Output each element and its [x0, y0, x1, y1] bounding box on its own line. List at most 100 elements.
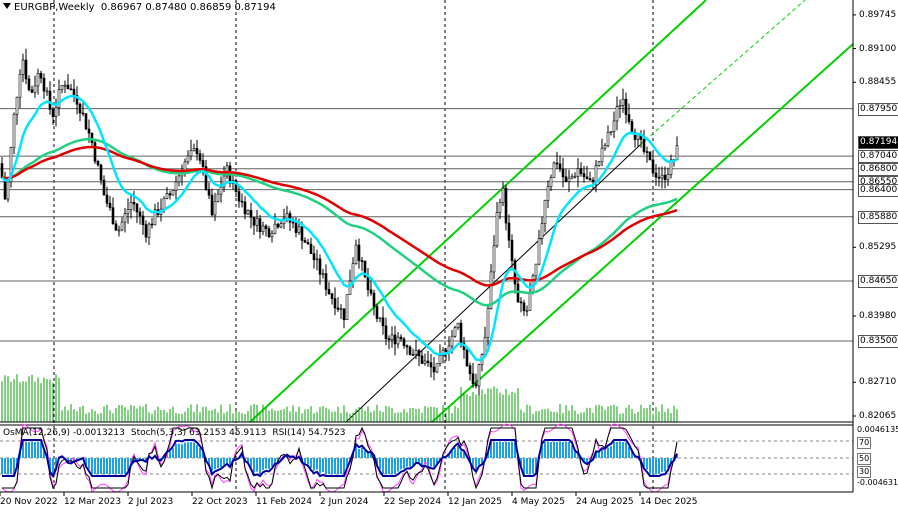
horizontal-level-lines — [0, 14, 856, 417]
candle-body — [357, 244, 361, 261]
candle-body — [93, 142, 97, 162]
candle-body — [543, 199, 547, 224]
candle-body — [654, 172, 658, 178]
candle-body — [261, 225, 265, 232]
candle-body — [657, 176, 661, 179]
candle-body — [309, 243, 313, 254]
candle-body — [426, 360, 430, 363]
candle-body — [627, 114, 631, 122]
candle-body — [189, 150, 193, 157]
scale-label: 0.82065 — [859, 410, 897, 421]
candle-body — [111, 207, 115, 225]
candle-body — [465, 349, 469, 366]
candle-body — [576, 168, 580, 177]
time-label: 2 Jul 2023 — [128, 497, 174, 507]
candle-body — [666, 174, 670, 181]
candle-body — [630, 121, 634, 133]
candle-body — [285, 213, 289, 219]
candle-body — [264, 225, 268, 229]
candle-body — [399, 336, 403, 340]
candle-body — [288, 213, 292, 223]
scale-label: 0.85295 — [859, 242, 897, 253]
candle-body — [234, 179, 238, 192]
candle-body — [243, 201, 247, 215]
candle-body — [36, 73, 40, 87]
candle-body — [477, 364, 481, 387]
candle-body — [519, 301, 523, 304]
candle-body — [552, 162, 556, 178]
time-label: 22 Oct 2023 — [192, 497, 248, 507]
candle-body — [129, 202, 133, 210]
candle-body — [372, 292, 376, 307]
time-label: 12 Mar 2023 — [64, 497, 122, 507]
candle-body — [144, 224, 148, 238]
candle-body — [450, 335, 454, 347]
level-label: 0.86800 — [858, 162, 898, 176]
candle-body — [420, 355, 424, 364]
candle-body — [510, 239, 514, 261]
candle-body — [387, 338, 391, 341]
candle-body — [558, 163, 562, 170]
candle-body — [564, 176, 568, 182]
candle-body — [504, 187, 508, 224]
candle-body — [645, 151, 649, 153]
candle-body — [525, 310, 529, 312]
candle-body — [333, 298, 337, 309]
ema-fast-line — [1, 94, 678, 362]
candle-body — [642, 139, 646, 152]
candle-body — [246, 210, 250, 215]
dropdown-triangle-icon[interactable] — [3, 3, 11, 9]
candle-body — [204, 166, 208, 190]
candle-body — [252, 217, 256, 226]
candle-body — [354, 244, 358, 264]
indicator-level-50: 50 — [857, 453, 872, 465]
candle-body — [612, 120, 616, 132]
candle-body — [561, 168, 565, 178]
candle-body — [102, 179, 106, 196]
candle-body — [489, 271, 493, 309]
indicator-axis-bottom: -0.004631 — [857, 478, 898, 487]
channel-upper — [249, 0, 707, 423]
candle-body — [663, 174, 667, 181]
indicator-level-30: 30 — [857, 466, 872, 478]
level-label: 0.84650 — [858, 274, 898, 288]
candle-body — [69, 88, 73, 91]
indicator-header: OsMA(12,26,9) -0.0013213 Stoch(5,3,3) 63.… — [3, 428, 352, 438]
candle-body — [105, 194, 109, 204]
candle-body — [618, 105, 622, 107]
candle-body — [216, 193, 220, 202]
indicator-axis-top: 0.0046135 — [857, 425, 898, 434]
candle-body — [195, 148, 199, 155]
candle-body — [33, 85, 37, 93]
stoch-main-line — [2, 426, 678, 490]
ohlc-open: 0.86967 — [100, 2, 143, 13]
candle-body — [96, 161, 100, 166]
candle-body — [219, 186, 223, 195]
candle-body — [18, 74, 22, 98]
candle-body — [486, 308, 490, 338]
candle-body — [330, 293, 334, 299]
candle-body — [348, 280, 352, 295]
time-label: 22 Sep 2024 — [384, 497, 442, 507]
candle-body — [411, 354, 415, 356]
candle-body — [84, 113, 88, 130]
candle-body — [75, 95, 79, 105]
time-label: 4 May 2025 — [512, 497, 565, 507]
candle-body — [267, 228, 271, 238]
candle-body — [582, 173, 586, 178]
candle-body — [237, 191, 241, 202]
candle-body — [72, 88, 76, 96]
candle-body — [171, 190, 175, 196]
ohlc-low: 0.86859 — [189, 2, 232, 13]
candle-body — [438, 355, 442, 364]
time-label: 11 Feb 2024 — [256, 497, 313, 507]
candle-body — [381, 317, 385, 327]
candle-body — [108, 202, 112, 208]
candle-body — [378, 317, 382, 320]
candle-body — [435, 363, 439, 373]
candle-body — [501, 187, 505, 204]
candle-body — [585, 176, 589, 179]
candle-body — [201, 160, 205, 167]
candle-body — [336, 307, 340, 310]
